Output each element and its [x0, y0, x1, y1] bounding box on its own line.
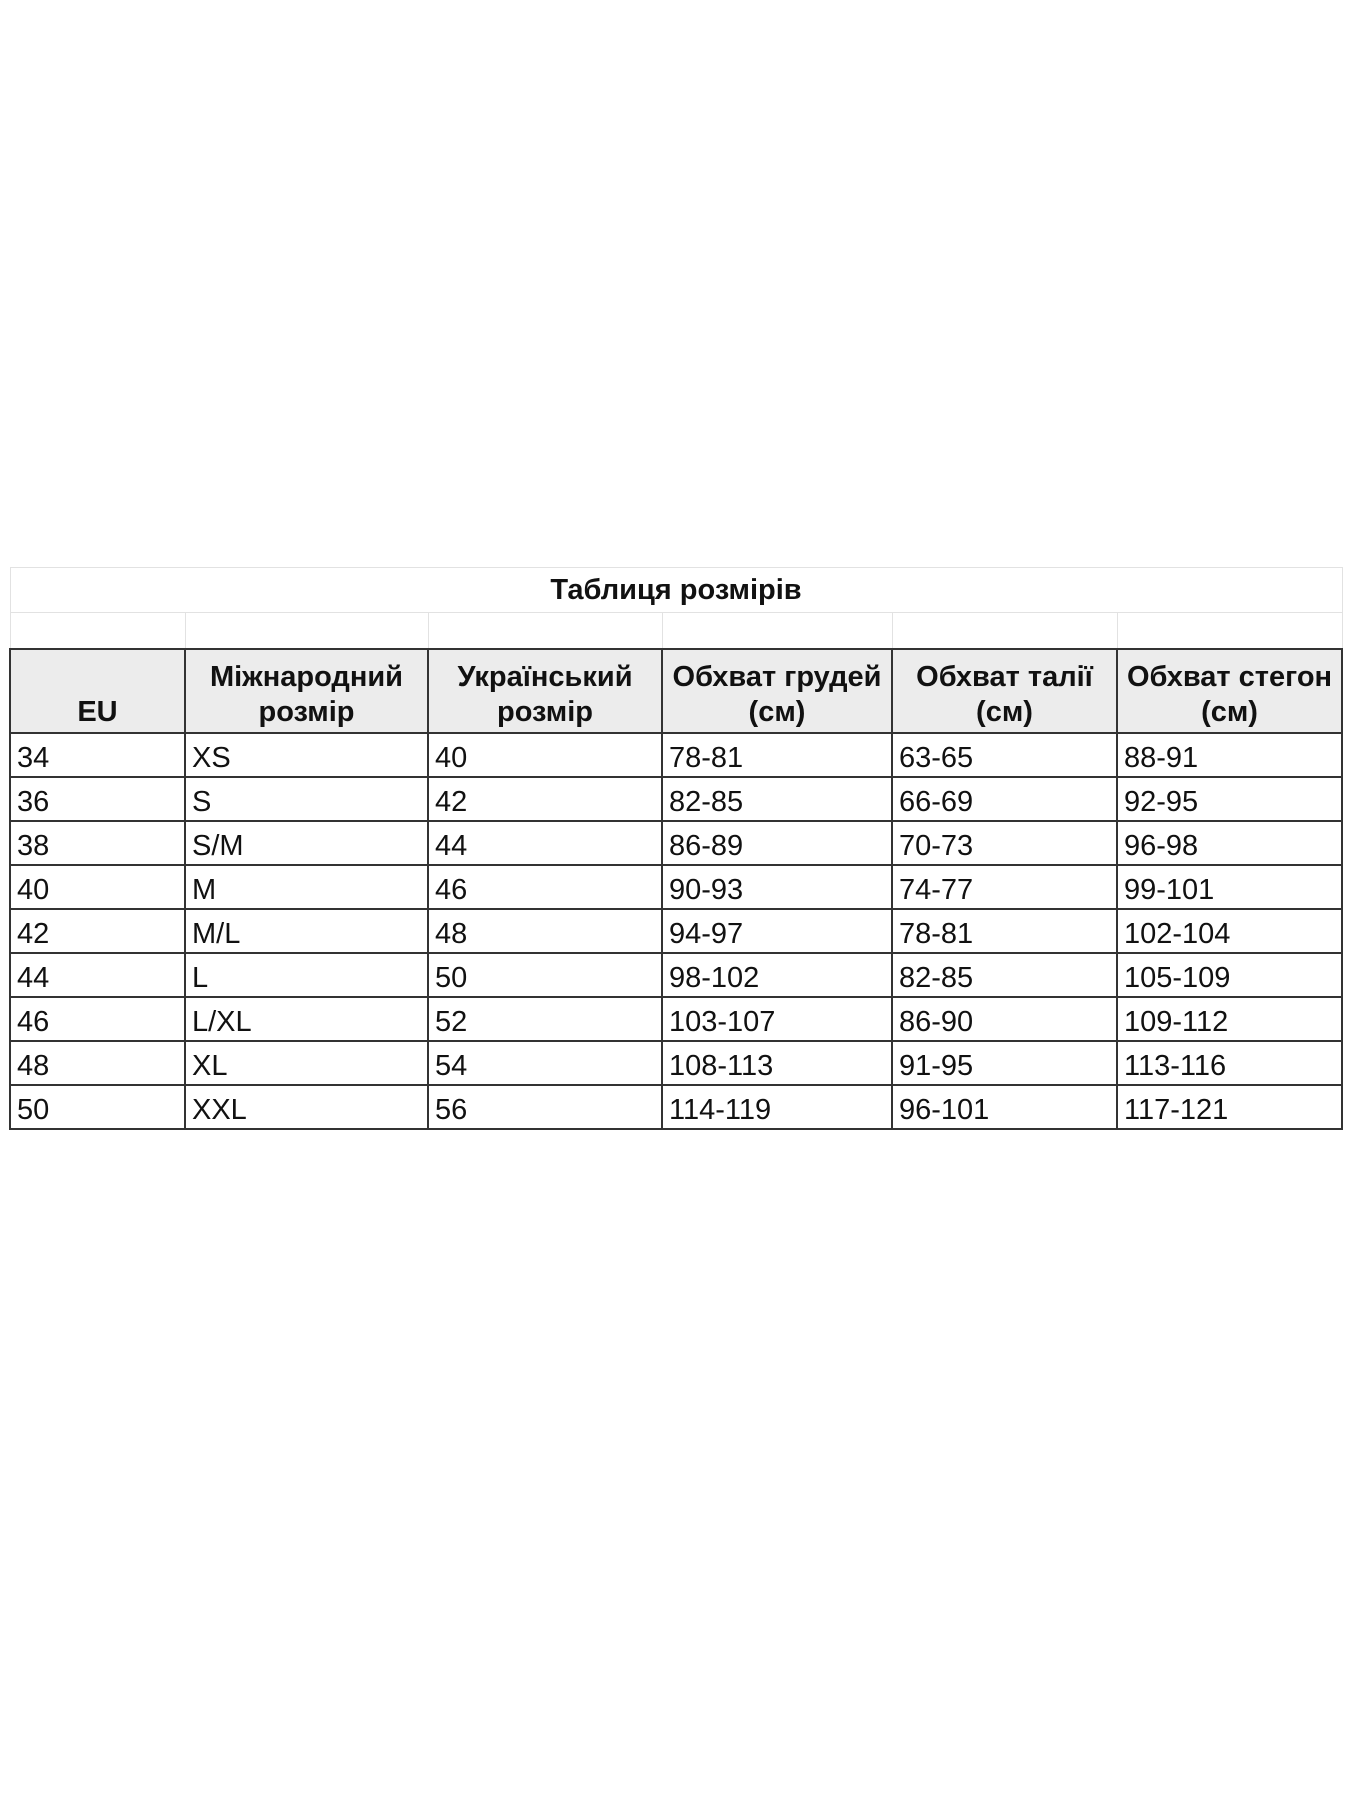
- table-cell: 103-107: [661, 996, 893, 1042]
- table-cell: 70-73: [891, 820, 1118, 866]
- header-international: Міжнародний розмір: [184, 648, 429, 734]
- header-eu: EU: [9, 648, 186, 734]
- table-cell: 46: [9, 996, 186, 1042]
- blank-cell: [9, 612, 186, 650]
- table-cell: XL: [184, 1040, 429, 1086]
- title-row: Таблиця розмірів: [9, 567, 1343, 613]
- table-cell: 96-101: [891, 1084, 1118, 1130]
- table-cell: 86-89: [661, 820, 893, 866]
- table-cell: 46: [427, 864, 663, 910]
- blank-cell: [891, 612, 1118, 650]
- table-cell: 99-101: [1115, 864, 1344, 910]
- table-cell: 96-98: [1115, 820, 1344, 866]
- header-chest: Обхват грудей (см): [661, 648, 893, 734]
- blank-row: [9, 612, 1343, 650]
- table-cell: S: [184, 776, 429, 822]
- table-cell: 90-93: [661, 864, 893, 910]
- table-cell: 82-85: [661, 776, 893, 822]
- table-cell: 42: [9, 908, 186, 954]
- table-cell: XS: [184, 732, 429, 778]
- table-cell: 105-109: [1115, 952, 1344, 998]
- table-cell: M/L: [184, 908, 429, 954]
- table-row: 40 M 46 90-93 74-77 99-101: [9, 864, 1344, 910]
- table-cell: 42: [427, 776, 663, 822]
- table-cell: S/M: [184, 820, 429, 866]
- table-cell: 92-95: [1115, 776, 1344, 822]
- table-row: 44 L 50 98-102 82-85 105-109: [9, 952, 1344, 998]
- table-cell: 88-91: [1115, 732, 1344, 778]
- table-cell: 36: [9, 776, 186, 822]
- table-cell: 82-85: [891, 952, 1118, 998]
- table-cell: 113-116: [1115, 1040, 1344, 1086]
- header-ukrainian: Український розмір: [427, 648, 663, 734]
- table-cell: 34: [9, 732, 186, 778]
- table-cell: 40: [9, 864, 186, 910]
- table-cell: 74-77: [891, 864, 1118, 910]
- header-waist: Обхват талії (см): [891, 648, 1118, 734]
- table-cell: 98-102: [661, 952, 893, 998]
- table-cell: 50: [9, 1084, 186, 1130]
- table-cell: 54: [427, 1040, 663, 1086]
- table-cell: 63-65: [891, 732, 1118, 778]
- size-chart-table: Таблиця розмірів EU Міжнародний розмір У…: [9, 567, 1344, 1130]
- table-cell: 94-97: [661, 908, 893, 954]
- table-cell: 48: [9, 1040, 186, 1086]
- table-cell: 117-121: [1115, 1084, 1344, 1130]
- table-row: 34 XS 40 78-81 63-65 88-91: [9, 732, 1344, 778]
- table-row: 42 M/L 48 94-97 78-81 102-104: [9, 908, 1344, 954]
- table-cell: 78-81: [891, 908, 1118, 954]
- table-cell: 108-113: [661, 1040, 893, 1086]
- table-cell: XXL: [184, 1084, 429, 1130]
- table-cell: 109-112: [1115, 996, 1344, 1042]
- table-row: 50 XXL 56 114-119 96-101 117-121: [9, 1084, 1344, 1130]
- table-row: 38 S/M 44 86-89 70-73 96-98: [9, 820, 1344, 866]
- table-cell: L/XL: [184, 996, 429, 1042]
- table-cell: 44: [9, 952, 186, 998]
- table-cell: 44: [427, 820, 663, 866]
- table-cell: 91-95: [891, 1040, 1118, 1086]
- table-row: 48 XL 54 108-113 91-95 113-116: [9, 1040, 1344, 1086]
- blank-cell: [184, 612, 429, 650]
- table-row: 46 L/XL 52 103-107 86-90 109-112: [9, 996, 1344, 1042]
- table-cell: 66-69: [891, 776, 1118, 822]
- table-cell: 50: [427, 952, 663, 998]
- table-cell: 48: [427, 908, 663, 954]
- blank-cell: [661, 612, 893, 650]
- table-cell: 86-90: [891, 996, 1118, 1042]
- blank-cell: [427, 612, 663, 650]
- table-cell: 40: [427, 732, 663, 778]
- table-cell: 78-81: [661, 732, 893, 778]
- blank-cell: [1116, 612, 1343, 650]
- table-cell: 56: [427, 1084, 663, 1130]
- table-cell: 52: [427, 996, 663, 1042]
- table-title: Таблиця розмірів: [9, 567, 1343, 613]
- table-cell: L: [184, 952, 429, 998]
- table-cell: 102-104: [1115, 908, 1344, 954]
- table-row: 36 S 42 82-85 66-69 92-95: [9, 776, 1344, 822]
- table-cell: 114-119: [661, 1084, 893, 1130]
- header-hips: Обхват стегон (см): [1115, 648, 1344, 734]
- table-cell: 38: [9, 820, 186, 866]
- table-cell: M: [184, 864, 429, 910]
- header-row: EU Міжнародний розмір Український розмір…: [9, 648, 1344, 734]
